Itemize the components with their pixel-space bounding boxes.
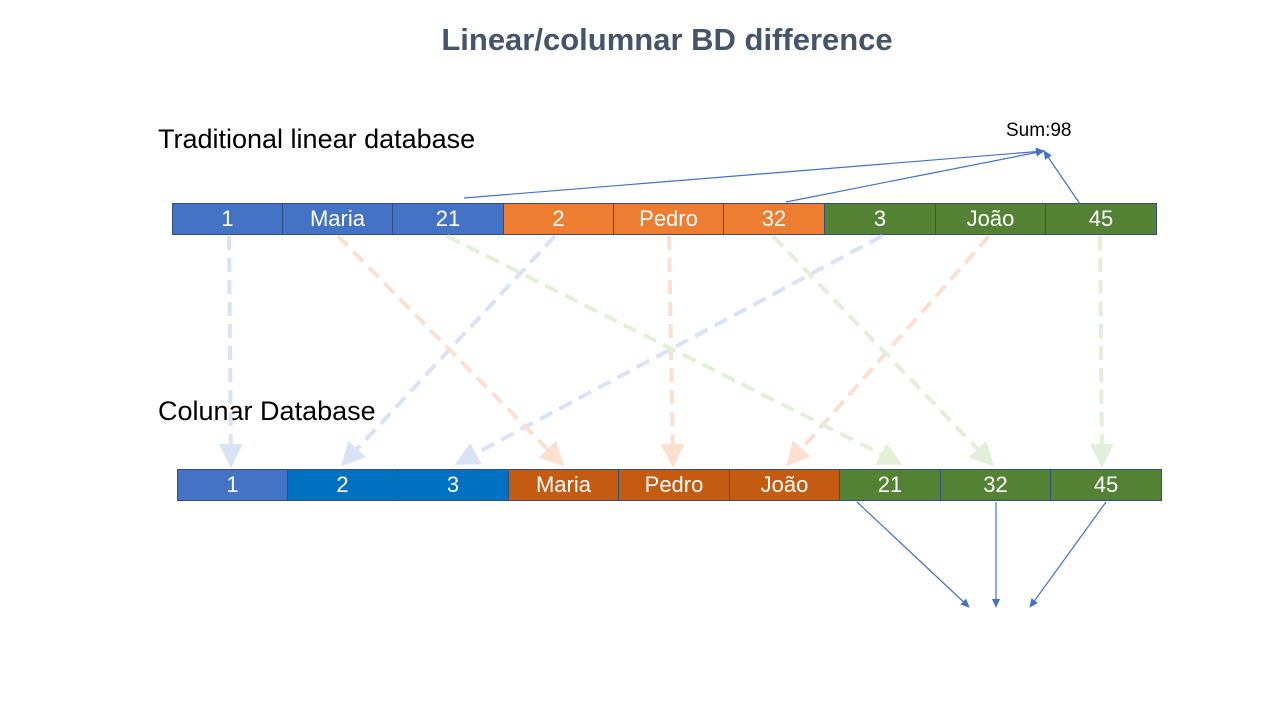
sum-arrow-bottom-45 — [1029, 501, 1107, 608]
linear-cell: 32 — [724, 203, 825, 235]
sum-arrow-bottom-21 — [856, 501, 970, 608]
colunar-database-row: 1 2 3 Maria Pedro João 21 32 45 — [177, 469, 1162, 501]
map-arrow-3 — [454, 234, 883, 465]
sum-arrow-top-45 — [1043, 150, 1081, 205]
linear-cell: 45 — [1046, 203, 1157, 235]
colunar-cell: 1 — [177, 469, 288, 501]
colunar-cell: Maria — [509, 469, 619, 501]
colunar-cell: 2 — [288, 469, 398, 501]
map-arrow-maria — [336, 234, 565, 467]
linear-cell: Pedro — [614, 203, 724, 235]
colunar-cell: 3 — [398, 469, 509, 501]
colunar-cell: 21 — [840, 469, 941, 501]
linear-database-row: 1 Maria 21 2 Pedro 32 3 João 45 — [172, 203, 1157, 235]
linear-cell: Maria — [283, 203, 393, 235]
linear-cell: João — [936, 203, 1046, 235]
map-arrow-32 — [771, 234, 995, 467]
map-arrow-21 — [446, 234, 903, 465]
map-arrow-pedro — [660, 235, 685, 468]
sum-arrow-top-32 — [785, 148, 1045, 203]
linear-cell: 21 — [393, 203, 504, 235]
linear-cell: 2 — [504, 203, 614, 235]
map-arrow-2 — [340, 234, 557, 467]
colunar-database-label: Colunar Database — [158, 396, 376, 426]
linear-database-label: Traditional linear database — [158, 124, 476, 154]
linear-cell: 1 — [172, 203, 283, 235]
colunar-cell: João — [730, 469, 840, 501]
map-arrow-45 — [1089, 235, 1114, 468]
linear-sum-label: Sum:98 — [1006, 120, 1072, 141]
map-arrow-1 — [218, 235, 243, 468]
linear-cell: 3 — [825, 203, 936, 235]
colunar-cell: 32 — [941, 469, 1051, 501]
colunar-cell: Pedro — [619, 469, 730, 501]
diagram-title: Linear/columnar BD difference — [441, 22, 893, 57]
sum-arrow-top-21 — [463, 147, 1045, 199]
map-arrow-joao — [786, 234, 991, 467]
colunar-cell: 45 — [1051, 469, 1162, 501]
